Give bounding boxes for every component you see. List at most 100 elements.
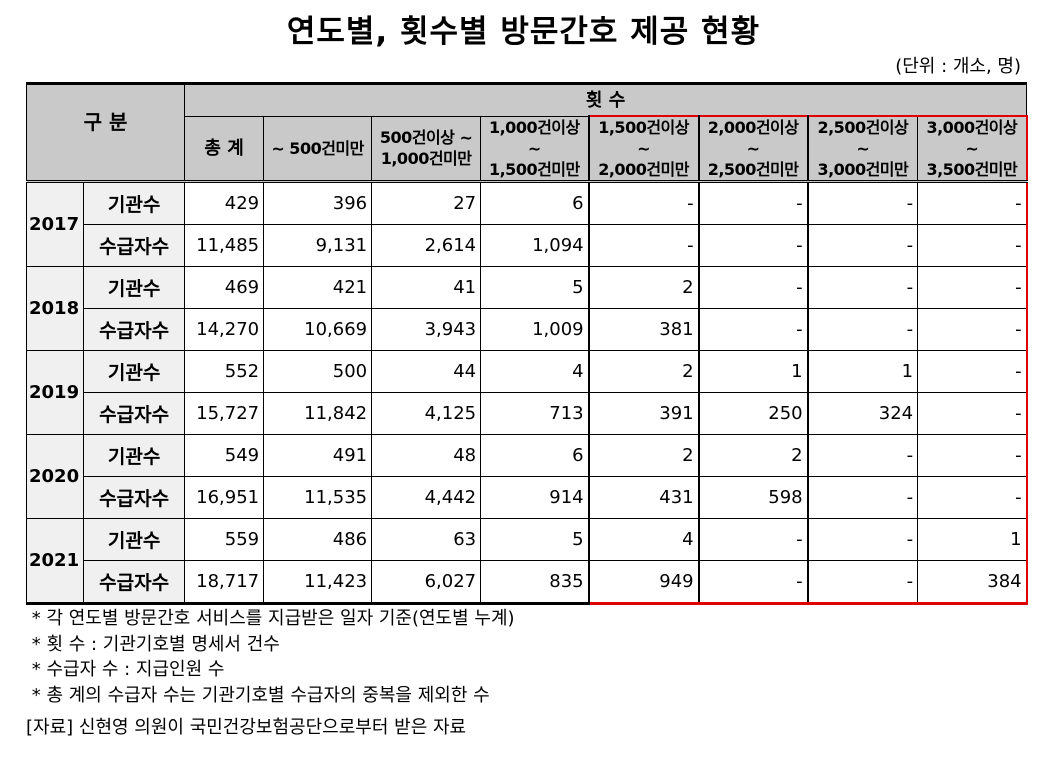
cell-total: 16,951	[184, 476, 265, 519]
cell-2000-2500: 2	[698, 434, 809, 477]
table-row: 2017 기관수 429 396 27 6 - - - -	[25, 181, 1028, 267]
cell-under-500: 10,669	[263, 308, 373, 351]
row-label: 수급자수	[83, 392, 186, 435]
cell-500-1000: 27	[371, 181, 482, 225]
cell-total: 15,727	[184, 392, 265, 435]
table-row: 수급자수 15,727 11,842 4,125 713 391 250 324…	[27, 392, 1028, 435]
data-table-container: 구 분 횟 수 총 계 ~ 500건미만 500건이상 ~1,000건미만 1,…	[25, 82, 1028, 605]
year-cell: 2018	[25, 266, 85, 351]
cell-1500-2000: 2	[587, 266, 700, 309]
cell-under-500: 11,842	[263, 392, 373, 435]
cell-3000-3500: -	[917, 476, 1028, 519]
cell-1000-1500: 914	[480, 476, 590, 519]
cell-500-1000: 44	[371, 350, 482, 393]
cell-under-500: 9,131	[263, 224, 373, 267]
row-label: 기관수	[83, 518, 186, 561]
col-header-3000-3500: 3,000건이상 ~3,500건미만	[917, 115, 1028, 183]
cell-2500-3000: -	[807, 518, 919, 561]
row-label: 기관수	[83, 181, 186, 225]
cell-2000-2500: 250	[698, 392, 809, 435]
cell-2000-2500: -	[698, 518, 809, 561]
cell-1500-2000: 949	[587, 560, 700, 605]
cell-3000-3500: 384	[917, 560, 1028, 605]
cell-500-1000: 4,442	[371, 476, 482, 519]
cell-total: 14,270	[184, 308, 265, 351]
cell-1000-1500: 5	[480, 266, 590, 309]
cell-2500-3000: -	[807, 560, 919, 605]
cell-500-1000: 48	[371, 434, 482, 477]
table-row: 2021 기관수 559 486 63 5 4 - - 1	[25, 518, 1028, 605]
group-header: 횟 수	[184, 82, 1028, 117]
col-header-under-500: ~ 500건미만	[263, 115, 373, 183]
row-label: 수급자수	[83, 476, 186, 519]
cell-500-1000: 63	[371, 518, 482, 561]
corner-header: 구 분	[25, 82, 186, 183]
cell-under-500: 500	[263, 350, 373, 393]
cell-total: 469	[184, 266, 265, 309]
unit-note: (단위 : 개소, 명)	[895, 56, 1021, 77]
cell-1000-1500: 713	[480, 392, 590, 435]
table-row: 수급자수 11,485 9,131 2,614 1,094 - - - -	[27, 224, 1028, 267]
table-row: 수급자수 14,270 10,669 3,943 1,009 381 - - -	[27, 308, 1028, 351]
cell-500-1000: 41	[371, 266, 482, 309]
cell-500-1000: 3,943	[371, 308, 482, 351]
col-header-2500-3000: 2,500건이상 ~3,000건미만	[807, 115, 919, 183]
cell-under-500: 396	[263, 181, 373, 225]
cell-total: 552	[184, 350, 265, 393]
cell-3000-3500: -	[917, 266, 1028, 309]
cell-2500-3000: 1	[807, 350, 919, 393]
cell-3000-3500: -	[917, 224, 1028, 267]
cell-under-500: 491	[263, 434, 373, 477]
cell-500-1000: 6,027	[371, 560, 482, 605]
cell-2000-2500: -	[698, 560, 809, 605]
col-header-2000-2500: 2,000건이상 ~2,500건미만	[698, 115, 809, 183]
footnote: * 각 연도별 방문간호 서비스를 지급받은 일자 기준(연도별 누계)	[26, 608, 515, 629]
year-cell: 2019	[25, 350, 85, 435]
table-row: 수급자수 16,951 11,535 4,442 914 431 598 - -	[27, 476, 1028, 519]
cell-2500-3000: -	[807, 434, 919, 477]
cell-2500-3000: -	[807, 224, 919, 267]
cell-3000-3500: -	[917, 392, 1028, 435]
row-label: 수급자수	[83, 224, 186, 267]
header-row-columns: 총 계 ~ 500건미만 500건이상 ~1,000건미만 1,000건이상 ~…	[27, 115, 1028, 183]
footnote: * 수급자 수 : 지급인원 수	[26, 659, 225, 680]
cell-1500-2000: 2	[587, 350, 700, 393]
footnote: * 횟 수 : 기관기호별 명세서 건수	[26, 633, 280, 655]
cell-2000-2500: -	[698, 308, 809, 351]
cell-1000-1500: 4	[480, 350, 590, 393]
year-cell: 2020	[25, 434, 85, 519]
cell-total: 429	[184, 181, 265, 225]
cell-2500-3000: -	[807, 476, 919, 519]
cell-2500-3000: -	[807, 266, 919, 309]
cell-1000-1500: 6	[480, 181, 590, 225]
cell-2500-3000: -	[807, 308, 919, 351]
year-cell: 2021	[25, 518, 85, 605]
cell-2000-2500: -	[698, 266, 809, 309]
cell-under-500: 11,423	[263, 560, 373, 605]
cell-1500-2000: -	[587, 224, 700, 267]
row-label: 기관수	[83, 434, 186, 477]
cell-under-500: 486	[263, 518, 373, 561]
row-label: 수급자수	[83, 308, 186, 351]
table-row: 수급자수 18,717 11,423 6,027 835 949 - - 384	[27, 560, 1028, 605]
cell-500-1000: 4,125	[371, 392, 482, 435]
cell-1500-2000: 2	[587, 434, 700, 477]
cell-1500-2000: 431	[587, 476, 700, 519]
table-row: 2020 기관수 549 491 48 6 2 2 - -	[25, 434, 1028, 519]
cell-1500-2000: 4	[587, 518, 700, 561]
page-title: 연도별, 횟수별 방문간호 제공 현황	[286, 14, 761, 50]
cell-2000-2500: -	[698, 224, 809, 267]
cell-2500-3000: 324	[807, 392, 919, 435]
header-row-group: 구 분 횟 수	[25, 82, 1028, 183]
cell-3000-3500: -	[917, 308, 1028, 351]
row-label: 기관수	[83, 266, 186, 309]
cell-3000-3500: -	[917, 350, 1028, 393]
cell-1000-1500: 1,009	[480, 308, 590, 351]
cell-3000-3500: 1	[917, 518, 1028, 561]
cell-1500-2000: 391	[587, 392, 700, 435]
cell-1000-1500: 835	[480, 560, 590, 605]
cell-500-1000: 2,614	[371, 224, 482, 267]
col-header-1500-2000: 1,500건이상 ~2,000건미만	[587, 115, 700, 183]
row-label: 기관수	[83, 350, 186, 393]
row-label: 수급자수	[83, 560, 186, 605]
